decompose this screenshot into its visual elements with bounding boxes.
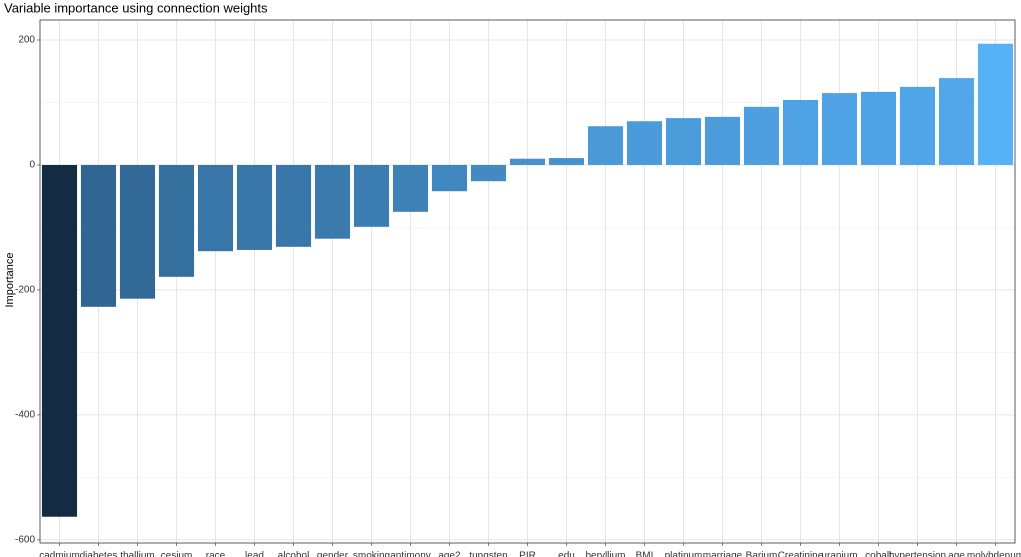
x-tick-label: diabetes bbox=[80, 551, 118, 557]
panel-border bbox=[39, 19, 1016, 544]
bar bbox=[392, 164, 429, 212]
x-tick-label: smoking bbox=[353, 551, 390, 557]
bar bbox=[158, 164, 195, 277]
y-tick-label: 200 bbox=[18, 35, 35, 46]
x-tick-label: cobalt bbox=[865, 551, 892, 557]
bar bbox=[860, 91, 897, 165]
x-tick-label: tungsten bbox=[469, 551, 507, 557]
bar bbox=[236, 164, 273, 250]
bar bbox=[977, 43, 1014, 165]
x-tick-label: BMI bbox=[636, 551, 654, 557]
x-tick-label: uranium bbox=[821, 551, 857, 557]
x-tick-label: Creatinine bbox=[778, 551, 824, 557]
bar bbox=[353, 164, 390, 227]
x-tick-label: gender bbox=[317, 551, 349, 557]
x-tick-label: race bbox=[206, 551, 226, 557]
x-tick-label: PIR bbox=[519, 551, 536, 557]
bar bbox=[782, 99, 819, 165]
bar bbox=[704, 116, 741, 165]
bar bbox=[431, 164, 468, 192]
x-tick-label: age2 bbox=[438, 551, 461, 557]
bar bbox=[80, 164, 117, 307]
x-tick-label: alcohol bbox=[278, 551, 310, 557]
x-tick-label: platinum bbox=[665, 551, 703, 557]
y-tick-label: -400 bbox=[15, 410, 35, 421]
x-tick-label: marriage bbox=[703, 551, 743, 557]
x-tick-label: age bbox=[948, 551, 965, 557]
chart-title: Variable importance using connection wei… bbox=[4, 0, 268, 15]
bar bbox=[938, 78, 975, 165]
x-tick-label: edu bbox=[558, 551, 575, 557]
bar bbox=[119, 164, 156, 299]
y-axis-title: Importance bbox=[4, 252, 16, 307]
bar bbox=[626, 121, 663, 165]
bar bbox=[41, 164, 78, 517]
y-tick-label: -600 bbox=[15, 535, 35, 546]
x-tick-label: Barium bbox=[746, 551, 778, 557]
x-tick-label: thallium bbox=[120, 551, 154, 557]
bar bbox=[899, 86, 936, 165]
bar bbox=[821, 93, 858, 165]
bar bbox=[587, 126, 624, 165]
x-tick-label: lead bbox=[245, 551, 264, 557]
x-tick-label: cesium bbox=[161, 551, 193, 557]
x-tick-label: beryllium bbox=[585, 551, 625, 557]
bar bbox=[548, 158, 585, 165]
x-tick-label: cadmium bbox=[39, 551, 80, 557]
x-tick-label: antimony bbox=[390, 551, 431, 557]
y-tick-label: -200 bbox=[15, 285, 35, 296]
bar bbox=[665, 118, 702, 165]
bar bbox=[275, 164, 312, 247]
bar bbox=[743, 106, 780, 165]
y-tick-label: 0 bbox=[29, 160, 35, 171]
x-tick-label: molybdenum bbox=[967, 551, 1021, 557]
bar bbox=[314, 164, 351, 239]
bar bbox=[470, 164, 507, 182]
bar bbox=[197, 164, 234, 252]
bar bbox=[509, 158, 546, 165]
x-tick-label: hypertension bbox=[889, 551, 946, 557]
